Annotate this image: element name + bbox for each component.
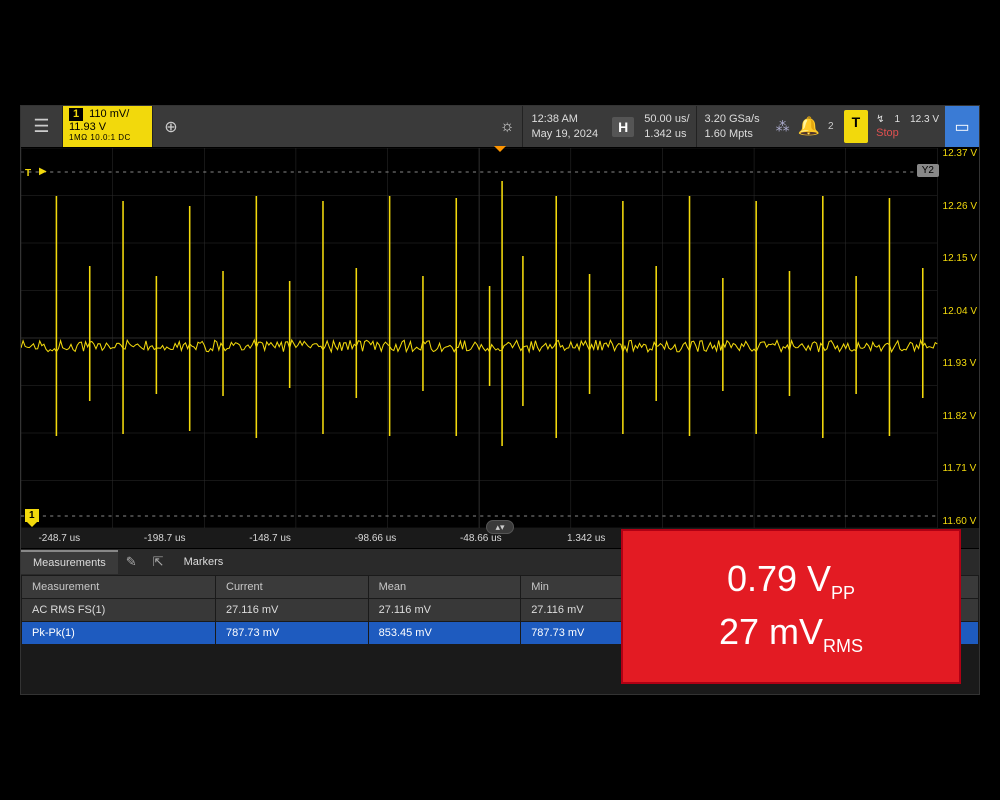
top-toolbar: ☰ 1 110 mV/ 11.93 V 1MΩ 10.0:1 DC ⊕ ☼ 12… [21,106,979,148]
waveform-area[interactable]: T ▶ Y2 1 12.37 V12.26 V12.15 V12.04 V11.… [21,148,979,528]
time-value: 12:38 AM [531,112,598,126]
channel1-badge[interactable]: 1 110 mV/ 11.93 V 1MΩ 10.0:1 DC [63,106,153,147]
table-header: Measurement [22,576,216,599]
add-channel-button[interactable]: ⊕ [153,106,189,147]
acquisition-block[interactable]: 3.20 GSa/s 1.60 Mpts [696,106,768,147]
waveform-svg [21,148,979,528]
zone-tool-button[interactable]: ▭ [945,106,979,147]
time-delay: 1.342 us [644,127,689,141]
trigger-edge-icon: ↯ [876,114,884,125]
trigger-level: 12.3 V [910,114,939,125]
edit-icon[interactable]: ✎ [118,550,145,574]
tab-markers[interactable]: Markers [172,551,236,573]
bell-icon[interactable]: 🔔 [798,116,820,137]
y2-cursor-label[interactable]: Y2 [917,164,939,177]
channel-coupling: 1MΩ 10.0:1 DC [69,133,146,142]
clock-block[interactable]: 12:38 AM May 19, 2024 [522,106,606,147]
popout-icon[interactable]: ⇱ [145,550,172,574]
horizontal-chip: H [612,117,634,137]
menu-button[interactable]: ☰ [21,106,63,147]
trigger-time-marker [494,146,506,158]
brightness-icon[interactable]: ☼ [492,118,523,136]
y-axis-labels: 12.37 V12.26 V12.15 V12.04 V11.93 V11.82… [943,148,977,528]
run-stop-label: Stop [876,125,939,139]
table-header: Mean [368,576,521,599]
notif-count: 2 [828,121,834,132]
mem-depth: 1.60 Mpts [705,127,760,141]
timediv: 50.00 us/ [644,112,689,126]
trigger-source: 1 [895,114,901,125]
trigger-play-icon: ▶ [39,166,47,177]
channel-vdiv: 110 mV/ [89,108,129,121]
summary-overlay: 0.79 VPP 27 mVRMS [621,529,961,684]
notif-block: ⁂ 🔔 2 [768,106,842,147]
overlay-line1: 0.79 VPP [727,554,855,606]
overlay-line2: 27 mVRMS [719,607,863,659]
oscilloscope-frame: ☰ 1 110 mV/ 11.93 V 1MΩ 10.0:1 DC ⊕ ☼ 12… [20,105,980,695]
sample-rate: 3.20 GSa/s [705,112,760,126]
trigger-t-label: T [25,168,31,179]
table-header: Current [216,576,369,599]
channel-number: 1 [69,108,83,121]
date-value: May 19, 2024 [531,127,598,141]
favorite-icon[interactable]: ⁂ [776,118,790,135]
channel1-ground-marker[interactable]: 1 [25,509,39,522]
trigger-info[interactable]: ↯ 1 12.3 V Stop [870,106,945,147]
channel-offset: 11.93 V [69,121,146,134]
trigger-chip[interactable]: T [844,110,869,143]
horizontal-block[interactable]: H 50.00 us/ 1.342 us [606,106,695,147]
tab-measurements[interactable]: Measurements [21,550,118,574]
